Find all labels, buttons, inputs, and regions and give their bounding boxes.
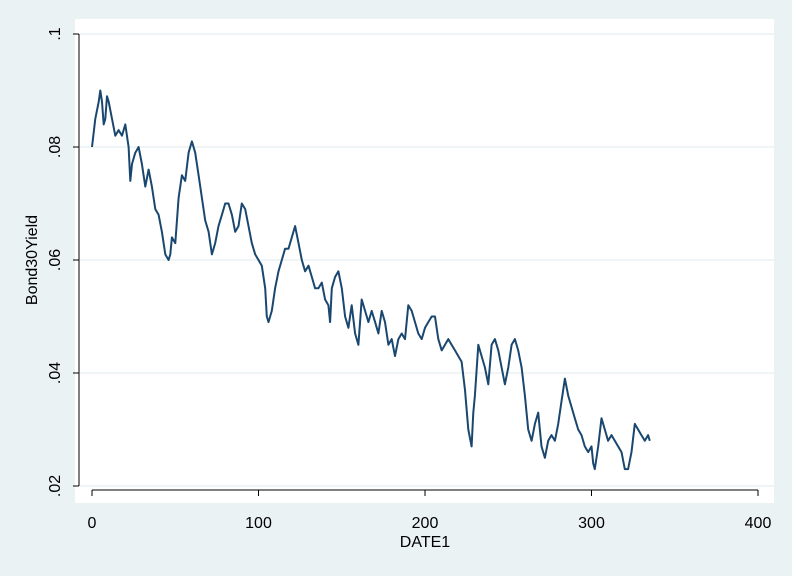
y-tick-label: .06: [47, 249, 64, 271]
x-axis-title: DATE1: [400, 534, 450, 551]
x-tick-label: 0: [88, 515, 97, 532]
x-tick-label: 100: [245, 515, 272, 532]
x-tick-label: 200: [412, 515, 439, 532]
x-axis-ticks: 0 100 200 300 400: [88, 490, 772, 532]
y-axis-title: Bond30Yield: [24, 215, 41, 305]
y-tick-label: .02: [47, 475, 64, 497]
y-axis-ticks: .02 .04 .06 .08 .1: [47, 27, 79, 497]
y-tick-label: .04: [47, 362, 64, 384]
series-line: [91, 89, 651, 471]
gridlines: [80, 33, 774, 487]
x-tick-label: 400: [745, 515, 772, 532]
y-tick-label: .1: [47, 27, 64, 40]
y-tick-label: .08: [47, 136, 64, 158]
x-tick-label: 300: [578, 515, 605, 532]
plot-area: [75, 19, 774, 503]
